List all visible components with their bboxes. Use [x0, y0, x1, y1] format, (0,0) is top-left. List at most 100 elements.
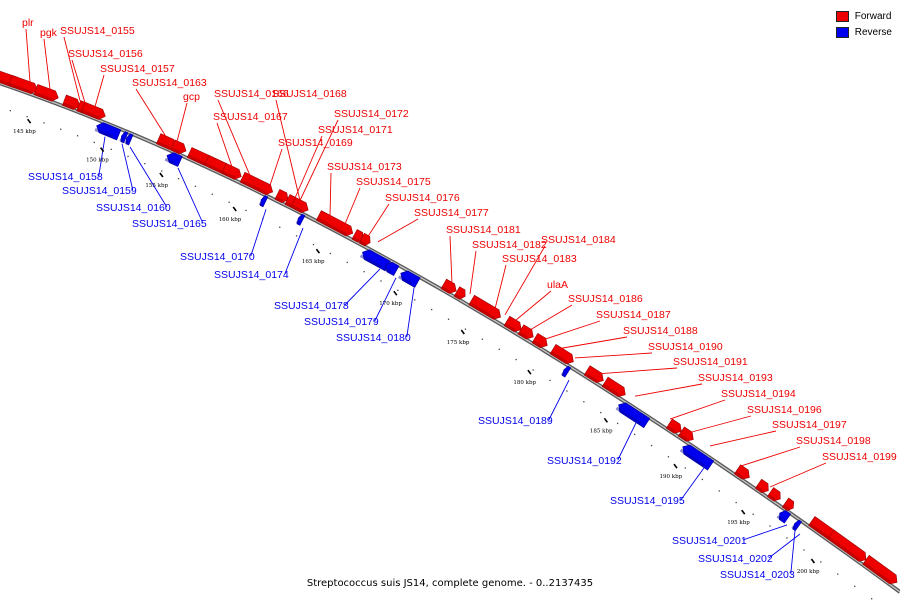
reverse-gene[interactable]	[776, 509, 792, 524]
forward-gene-label[interactable]: SSUJS14_0188	[623, 325, 698, 337]
forward-leader-line	[559, 336, 628, 349]
forward-gene-label[interactable]: SSUJS14_0186	[568, 293, 643, 305]
reverse-gene-label[interactable]: SSUJS14_0170	[180, 251, 255, 263]
reverse-leader-line	[548, 379, 570, 421]
forward-gene[interactable]	[33, 83, 60, 103]
forward-gene[interactable]	[290, 197, 311, 214]
forward-gene[interactable]	[781, 497, 796, 513]
reverse-gene-label[interactable]: SSUJS14_0159	[62, 185, 137, 197]
forward-gene-label[interactable]: SSUJS14_0182	[472, 239, 547, 251]
forward-gene[interactable]	[315, 210, 355, 239]
kbp-tick-label: 180 kbp	[513, 380, 536, 386]
forward-gene-label[interactable]: SSUJS14_0176	[385, 192, 460, 204]
reverse-gene[interactable]	[615, 400, 651, 429]
forward-gene-label[interactable]: SSUJS14_0181	[446, 224, 521, 236]
reverse-gene[interactable]	[164, 151, 183, 167]
forward-gene-label[interactable]: SSUJS14_0191	[673, 356, 748, 368]
forward-gene[interactable]	[170, 139, 189, 156]
forward-gene-label[interactable]: ulaA	[547, 279, 568, 291]
gene-shadow	[504, 323, 516, 332]
forward-gene[interactable]	[766, 487, 783, 504]
forward-gene[interactable]	[80, 101, 107, 121]
reverse-gene[interactable]	[679, 442, 715, 471]
reverse-gene[interactable]	[295, 213, 306, 226]
forward-gene-label[interactable]: SSUJS14_0168	[272, 88, 347, 100]
forward-gene-label[interactable]: pgk	[40, 27, 58, 39]
reverse-gene-label[interactable]: SSUJS14_0165	[132, 218, 207, 230]
reverse-gene[interactable]	[258, 195, 269, 208]
reverse-gene-label[interactable]: SSUJS14_0180	[336, 332, 411, 344]
forward-gene-label[interactable]: SSUJS14_0155	[60, 25, 135, 37]
forward-gene-label[interactable]: SSUJS14_0193	[698, 372, 773, 384]
forward-gene[interactable]	[665, 418, 684, 436]
reverse-gene[interactable]	[383, 260, 400, 277]
forward-gene-label[interactable]: SSUJS14_0198	[796, 435, 871, 447]
reverse-gene[interactable]	[119, 131, 129, 144]
forward-gene-label[interactable]: SSUJS14_0171	[318, 124, 393, 136]
reverse-gene[interactable]	[124, 133, 134, 146]
forward-gene[interactable]	[239, 171, 275, 197]
forward-gene-label[interactable]: SSUJS14_0163	[132, 77, 207, 89]
reverse-gene-label[interactable]: SSUJS14_0202	[698, 553, 773, 565]
gene-shadow	[666, 425, 676, 434]
forward-gene-label[interactable]: SSUJS14_0177	[414, 207, 489, 219]
reverse-gene[interactable]	[560, 365, 572, 378]
forward-gene-label[interactable]: SSUJS14_0183	[502, 253, 577, 265]
reverse-gene-label[interactable]: SSUJS14_0195	[610, 495, 685, 507]
reverse-gene[interactable]	[94, 121, 122, 141]
forward-gene[interactable]	[601, 376, 628, 399]
reverse-gene-label[interactable]: SSUJS14_0178	[274, 300, 349, 312]
forward-leader-line	[377, 218, 419, 243]
forward-gene-label[interactable]: SSUJS14_0184	[541, 234, 616, 246]
forward-gene-label[interactable]: SSUJS14_0167	[213, 111, 288, 123]
reverse-gene-label[interactable]: SSUJS14_0203	[720, 569, 795, 581]
forward-gene[interactable]	[274, 188, 291, 204]
reverse-gene-label[interactable]: SSUJS14_0192	[547, 455, 622, 467]
forward-gene[interactable]	[503, 315, 524, 334]
forward-gene[interactable]	[221, 163, 244, 181]
reverse-gene[interactable]	[359, 247, 391, 272]
reverse-gene[interactable]	[791, 519, 803, 532]
reverse-gene-label[interactable]: SSUJS14_0201	[672, 535, 747, 547]
forward-gene-label[interactable]: gcp	[183, 91, 200, 103]
forward-gene[interactable]	[61, 94, 82, 111]
forward-gene[interactable]	[517, 324, 536, 342]
gene-arrow	[239, 171, 274, 196]
forward-gene-label[interactable]: SSUJS14_0190	[648, 341, 723, 353]
forward-gene-label[interactable]: SSUJS14_0156	[68, 48, 143, 60]
forward-gene[interactable]	[677, 426, 696, 444]
forward-gene[interactable]	[827, 529, 870, 564]
forward-gene[interactable]	[453, 286, 468, 301]
major-tick	[232, 206, 237, 212]
reverse-gene-label[interactable]: SSUJS14_0160	[96, 202, 171, 214]
forward-gene-label[interactable]: SSUJS14_0173	[327, 161, 402, 173]
forward-gene-label[interactable]: SSUJS14_0172	[334, 108, 409, 120]
forward-leader-line	[739, 446, 801, 467]
forward-gene[interactable]	[156, 133, 178, 152]
forward-gene[interactable]	[440, 278, 459, 296]
forward-gene-label[interactable]: SSUJS14_0196	[747, 404, 822, 416]
forward-gene[interactable]	[733, 464, 752, 482]
forward-gene-label[interactable]: plr	[22, 17, 34, 29]
forward-gene[interactable]	[8, 75, 40, 95]
forward-gene-label[interactable]: SSUJS14_0197	[772, 419, 847, 431]
forward-gene[interactable]	[583, 365, 606, 386]
forward-gene-label[interactable]: SSUJS14_0169	[278, 137, 353, 149]
forward-gene-label[interactable]: SSUJS14_0166	[214, 88, 289, 100]
reverse-gene[interactable]	[398, 268, 421, 288]
forward-gene[interactable]	[549, 343, 576, 366]
reverse-gene-label[interactable]: SSUJS14_0179	[304, 316, 379, 328]
forward-gene-label[interactable]: SSUJS14_0157	[100, 63, 175, 75]
major-tick	[741, 509, 746, 515]
reverse-gene-label[interactable]: SSUJS14_0189	[478, 415, 553, 427]
forward-gene-label[interactable]: SSUJS14_0175	[356, 176, 431, 188]
forward-gene-label[interactable]: SSUJS14_0187	[596, 309, 671, 321]
reverse-gene-label[interactable]: SSUJS14_0174	[214, 269, 289, 281]
forward-gene[interactable]	[754, 478, 771, 495]
forward-gene[interactable]	[862, 554, 900, 587]
forward-gene[interactable]	[531, 332, 550, 350]
reverse-gene-label[interactable]: SSUJS14_0158	[28, 171, 103, 183]
tick-dot	[177, 178, 180, 180]
forward-gene-label[interactable]: SSUJS14_0199	[822, 451, 897, 463]
forward-gene-label[interactable]: SSUJS14_0194	[721, 388, 796, 400]
